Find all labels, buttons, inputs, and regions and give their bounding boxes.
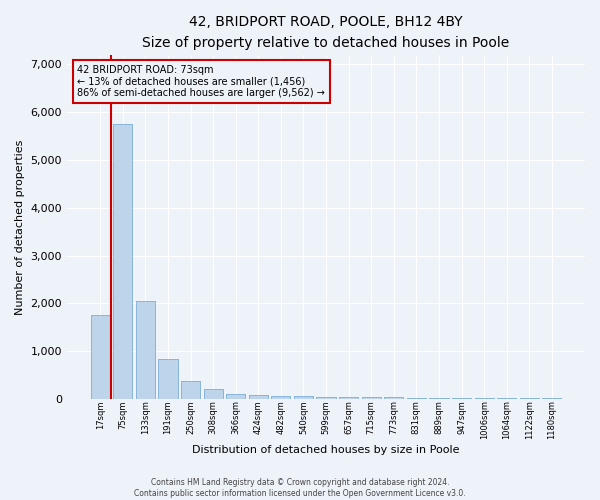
Bar	[430, 398, 449, 399]
X-axis label: Distribution of detached houses by size in Poole: Distribution of detached houses by size …	[192, 445, 460, 455]
Bar	[248, 394, 268, 399]
Bar	[384, 398, 403, 399]
Bar	[407, 398, 426, 399]
Bar	[226, 394, 245, 399]
Bar	[136, 301, 155, 399]
Bar	[316, 396, 335, 399]
Bar	[113, 124, 133, 399]
Bar	[113, 124, 133, 399]
Bar	[384, 398, 403, 399]
Title: 42, BRIDPORT ROAD, POOLE, BH12 4BY
Size of property relative to detached houses : 42, BRIDPORT ROAD, POOLE, BH12 4BY Size …	[142, 15, 509, 50]
Bar	[226, 394, 245, 399]
Bar	[542, 398, 562, 399]
Text: Contains HM Land Registry data © Crown copyright and database right 2024.
Contai: Contains HM Land Registry data © Crown c…	[134, 478, 466, 498]
Bar	[542, 398, 562, 399]
Bar	[136, 301, 155, 399]
Bar	[362, 397, 381, 399]
Bar	[203, 388, 223, 399]
Bar	[158, 360, 178, 399]
Bar	[497, 398, 516, 399]
Bar	[475, 398, 494, 399]
Bar	[271, 396, 290, 399]
Bar	[430, 398, 449, 399]
Bar	[520, 398, 539, 399]
Bar	[339, 396, 358, 399]
Bar	[203, 388, 223, 399]
Bar	[339, 396, 358, 399]
Bar	[362, 397, 381, 399]
Bar	[407, 398, 426, 399]
Bar	[316, 396, 335, 399]
Bar	[181, 381, 200, 399]
Bar	[497, 398, 516, 399]
Bar	[475, 398, 494, 399]
Bar	[294, 396, 313, 399]
Bar	[91, 316, 110, 399]
Bar	[158, 360, 178, 399]
Y-axis label: Number of detached properties: Number of detached properties	[15, 140, 25, 314]
Text: 42 BRIDPORT ROAD: 73sqm
← 13% of detached houses are smaller (1,456)
86% of semi: 42 BRIDPORT ROAD: 73sqm ← 13% of detache…	[77, 66, 325, 98]
Bar	[520, 398, 539, 399]
Bar	[452, 398, 471, 399]
Bar	[294, 396, 313, 399]
Bar	[91, 316, 110, 399]
Bar	[452, 398, 471, 399]
Bar	[248, 394, 268, 399]
Bar	[271, 396, 290, 399]
Bar	[181, 381, 200, 399]
